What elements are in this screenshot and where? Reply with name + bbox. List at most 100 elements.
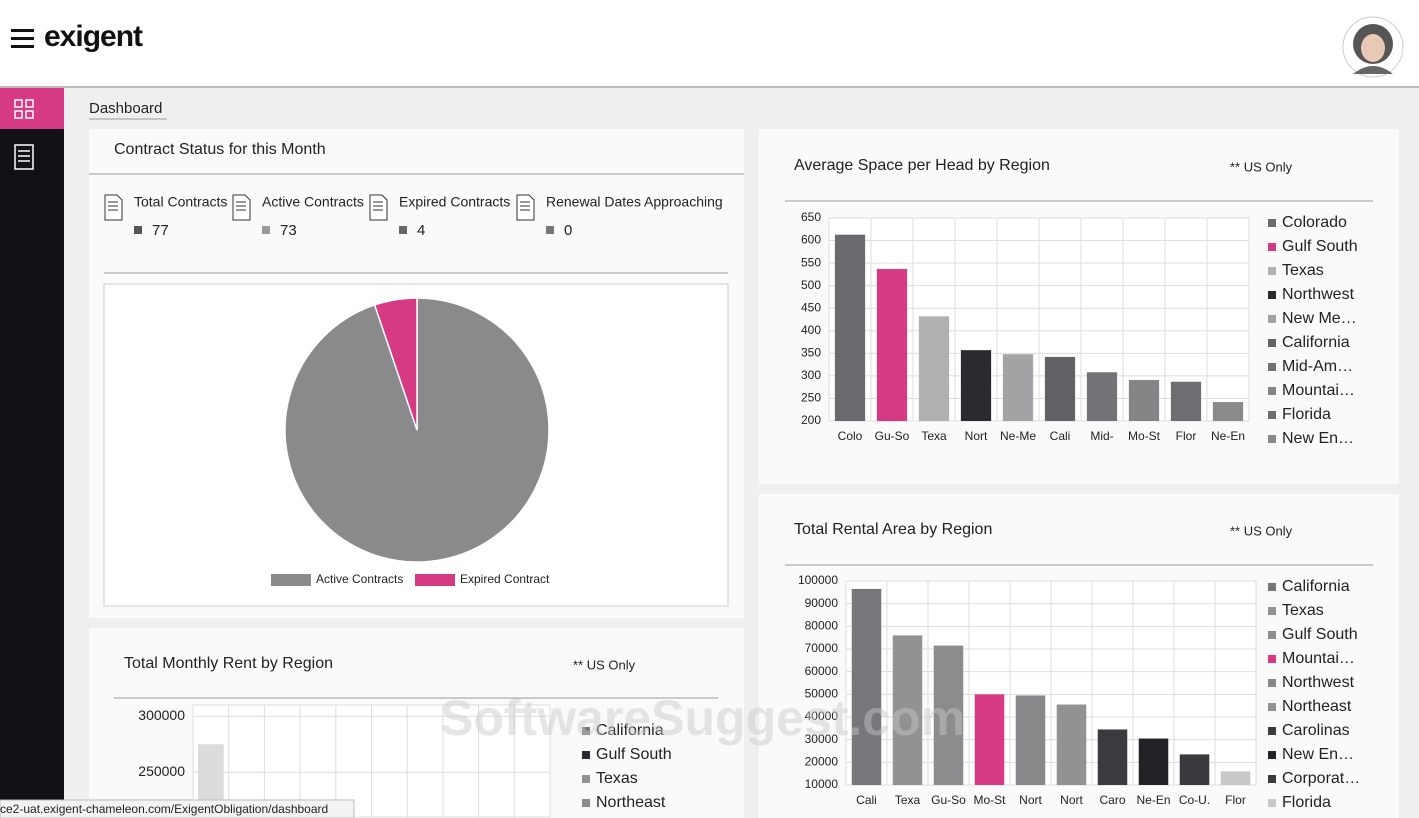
y-tick-label: 70000 (805, 641, 839, 655)
bar (834, 234, 866, 421)
chart-note: ** US Only (1230, 159, 1293, 174)
sidebar-active (0, 88, 64, 129)
status-bar (0, 799, 355, 818)
stat-swatch (546, 226, 554, 234)
watermark: SoftwareSuggest.com (440, 690, 965, 746)
legend-label: Carolinas (1282, 722, 1350, 739)
y-tick-label: 80000 (805, 619, 839, 633)
stat-label: Total Contracts (134, 194, 227, 210)
legend-swatch (1268, 655, 1276, 663)
legend-swatch (582, 751, 590, 759)
x-tick-label: Nort (965, 429, 988, 443)
bar (1044, 356, 1076, 421)
legend-label: Florida (1282, 406, 1331, 423)
legend-label: Gulf South (1282, 238, 1358, 255)
y-tick-label: 300 (801, 368, 821, 382)
stat-value: 0 (564, 222, 572, 239)
stat-icon (104, 194, 123, 221)
legend-swatch (1268, 315, 1276, 323)
x-tick-label: Nort (1019, 793, 1042, 807)
bar (933, 645, 964, 785)
y-tick-label: 200 (801, 413, 821, 427)
bar (1179, 754, 1210, 785)
bar (1097, 729, 1128, 785)
x-tick-label: Ne-Me (1000, 429, 1036, 443)
avatar-face (1361, 34, 1385, 62)
legend-swatch (1268, 727, 1276, 735)
legend-label: New En… (1282, 746, 1354, 763)
y-tick-label: 250 (801, 391, 821, 405)
y-tick-label: 40000 (805, 709, 839, 723)
bar (1170, 381, 1202, 421)
legend-label: Northwest (1282, 286, 1355, 303)
x-tick-label: Gu-So (931, 793, 966, 807)
legend-swatch (1268, 631, 1276, 639)
x-tick-label: Cali (1050, 429, 1071, 443)
chart-title: Contract Status for this Month (114, 141, 326, 158)
bar (892, 635, 923, 785)
legend-swatch (582, 799, 590, 807)
pie-slice (373, 297, 418, 431)
legend-label: Active Contracts (316, 572, 403, 586)
stat-swatch (262, 226, 270, 234)
bar (1212, 402, 1244, 421)
chart-title: Average Space per Head by Region (794, 157, 1050, 174)
avatar-body (1353, 66, 1393, 74)
bar (1002, 354, 1034, 421)
stat-value: 4 (417, 222, 425, 239)
bar (1138, 738, 1169, 785)
legend-swatch (1268, 387, 1276, 395)
y-tick-label: 100000 (798, 573, 838, 587)
legend-swatch (1268, 679, 1276, 687)
stat-value: 73 (280, 222, 297, 239)
y-tick-label: 60000 (805, 664, 839, 678)
bar (1086, 372, 1118, 421)
legend-swatch (1268, 751, 1276, 759)
x-tick-label: Ne-En (1211, 429, 1245, 443)
y-tick-label: 450 (801, 300, 821, 314)
legend-label: Mountai… (1282, 382, 1355, 399)
dashboard-icon[interactable] (14, 99, 34, 119)
stat-swatch (399, 226, 407, 234)
legend-label: Corporat… (1282, 770, 1360, 787)
legend-label: Northwest (1282, 674, 1355, 691)
stat-icon (369, 194, 388, 221)
legend-swatch (1268, 339, 1276, 347)
x-tick-label: Nort (1060, 793, 1083, 807)
legend-swatch (1268, 411, 1276, 419)
bar (974, 694, 1005, 785)
legend-swatch (1268, 583, 1276, 591)
y-tick-label: 350 (801, 346, 821, 360)
legend-label: Northeast (596, 794, 666, 811)
y-tick-label: 600 (801, 233, 821, 247)
bar (1056, 704, 1087, 785)
y-tick-label: 500 (801, 278, 821, 292)
document-icon[interactable] (14, 144, 34, 170)
menu-button[interactable] (11, 29, 34, 48)
x-tick-label: Texa (921, 429, 947, 443)
stat-label: Renewal Dates Approaching (546, 194, 723, 210)
bar (1128, 379, 1160, 421)
x-tick-label: Mid- (1090, 429, 1113, 443)
bar (1220, 771, 1251, 785)
legend-swatch (1268, 291, 1276, 299)
x-tick-label: Cali (856, 793, 877, 807)
legend-swatch (1268, 703, 1276, 711)
y-tick-label: 20000 (805, 755, 839, 769)
y-tick-label: 50000 (805, 687, 839, 701)
legend-label: New En… (1282, 430, 1354, 447)
breadcrumb[interactable]: Dashboard (89, 100, 162, 117)
x-tick-label: Colo (838, 429, 863, 443)
legend-swatch (1268, 775, 1276, 783)
legend-swatch (1268, 435, 1276, 443)
legend-label: California (1282, 334, 1350, 351)
legend-label: Gulf South (1282, 626, 1358, 643)
chart-title: Total Rental Area by Region (794, 521, 992, 538)
legend-label: Texas (1282, 262, 1324, 279)
y-tick-label: 550 (801, 255, 821, 269)
legend-label: Colorado (1282, 214, 1347, 231)
bar (851, 588, 882, 785)
y-tick-label: 30000 (805, 732, 839, 746)
legend-label: California (596, 722, 664, 739)
